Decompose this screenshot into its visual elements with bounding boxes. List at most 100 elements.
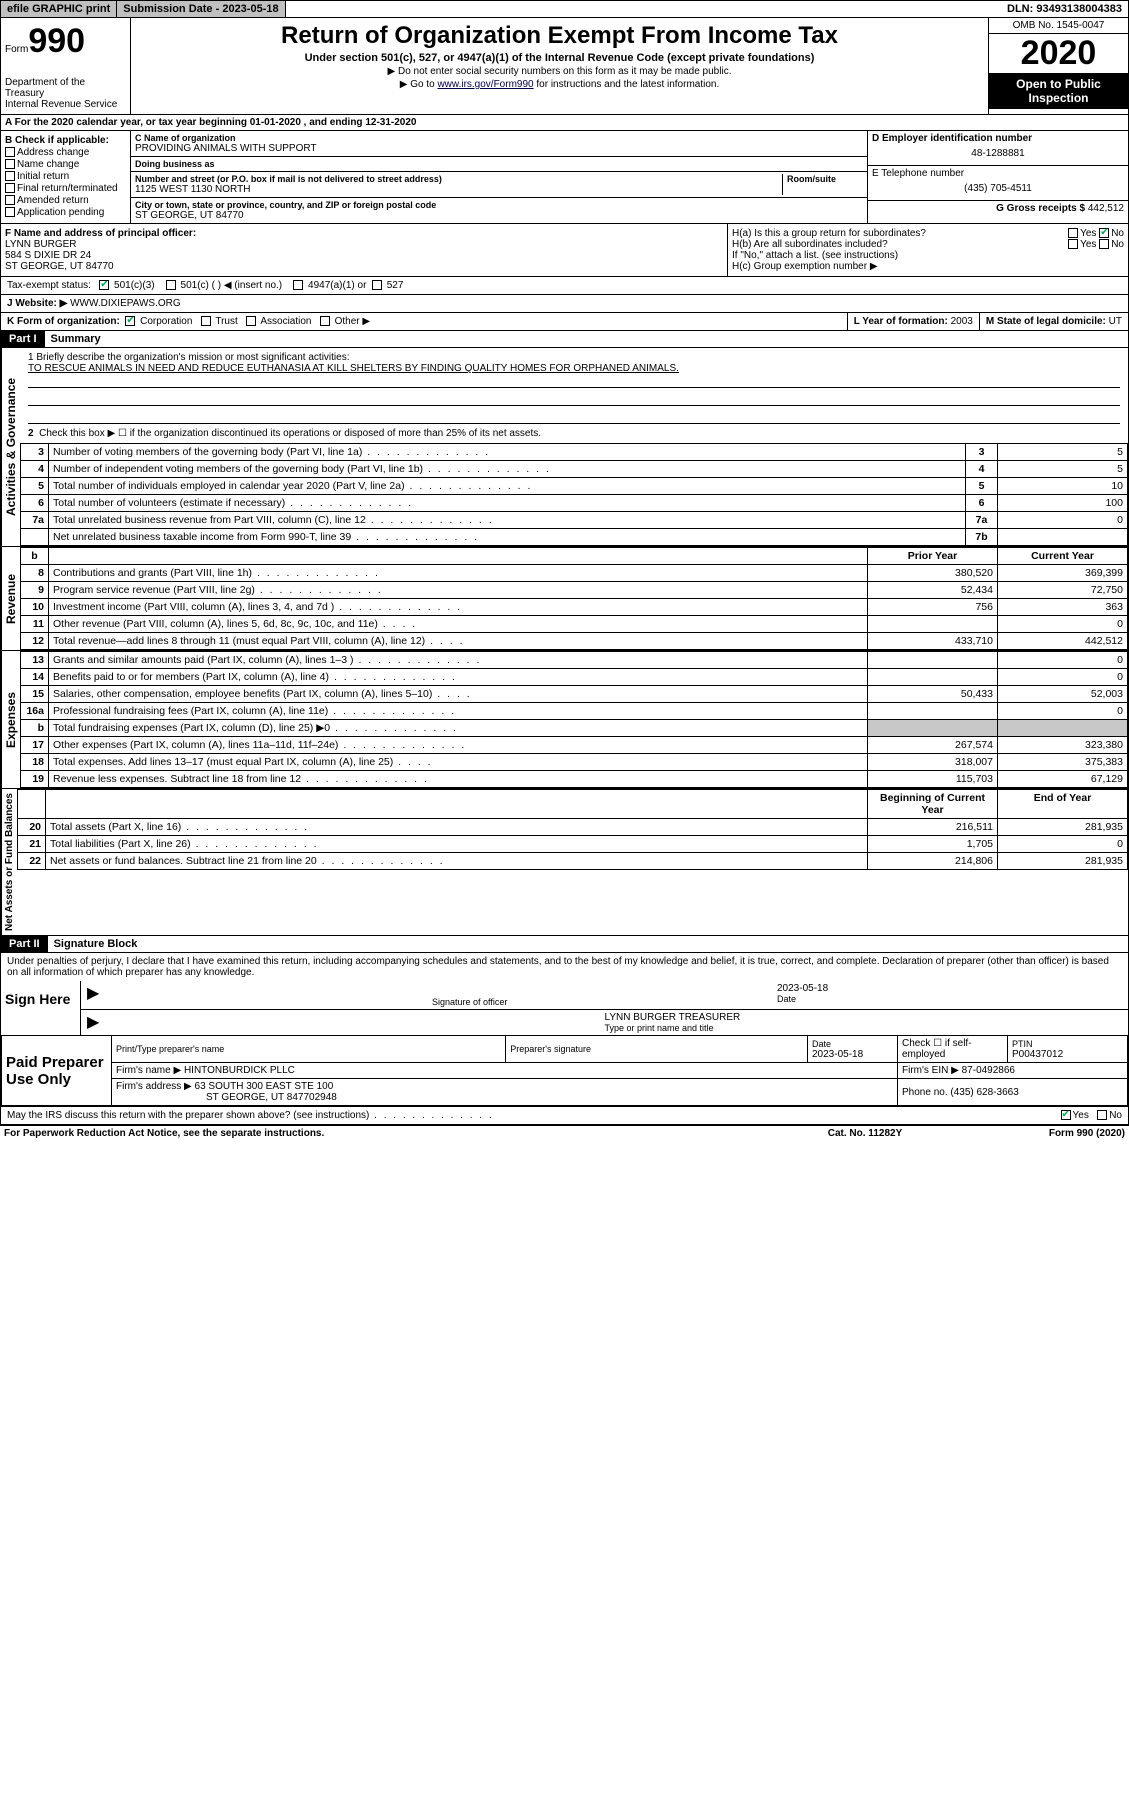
cb-trust[interactable] bbox=[201, 316, 211, 326]
line-current: 67,129 bbox=[998, 771, 1128, 788]
website-row: J Website: ▶ WWW.DIXIEPAWS.ORG bbox=[0, 295, 1129, 313]
hb-yes-checkbox[interactable] bbox=[1068, 239, 1078, 249]
line-desc: Total number of individuals employed in … bbox=[49, 478, 966, 495]
form-990-number: 990 bbox=[28, 22, 85, 60]
line-prior: 756 bbox=[868, 599, 998, 616]
line-prior: 214,806 bbox=[868, 853, 998, 870]
perjury-declaration: Under penalties of perjury, I declare th… bbox=[1, 953, 1128, 981]
gross-receipts-row: G Gross receipts $ 442,512 bbox=[868, 201, 1128, 216]
group-return: H(a) Is this a group return for subordin… bbox=[728, 224, 1128, 276]
line-desc: Total fundraising expenses (Part IX, col… bbox=[49, 720, 868, 737]
ha-no-checkbox[interactable] bbox=[1099, 228, 1109, 238]
sign-here-label: Sign Here bbox=[1, 981, 81, 1035]
line-num: 4 bbox=[21, 461, 49, 478]
tax-year: 2020 bbox=[989, 34, 1128, 73]
firm-addr2: ST GEORGE, UT 847702948 bbox=[206, 1092, 337, 1103]
cb-501c3[interactable] bbox=[99, 280, 109, 290]
l-label: L Year of formation: bbox=[854, 316, 951, 327]
line-prior: 433,710 bbox=[868, 633, 998, 650]
irs-form990-link[interactable]: www.irs.gov/Form990 bbox=[437, 79, 533, 90]
line-num: 16a bbox=[21, 703, 49, 720]
cb-other[interactable] bbox=[320, 316, 330, 326]
cb-501c[interactable] bbox=[166, 280, 176, 290]
line-current: 363 bbox=[998, 599, 1128, 616]
public-inspection: Open to Public Inspection bbox=[989, 73, 1128, 109]
dln: DLN: 93493138004383 bbox=[1001, 1, 1128, 17]
org-name-row: C Name of organization PROVIDING ANIMALS… bbox=[131, 131, 867, 157]
line-current: 369,399 bbox=[998, 565, 1128, 582]
ptin-value: P00437012 bbox=[1012, 1049, 1123, 1060]
line-prior: 216,511 bbox=[868, 819, 998, 836]
line-current: 0 bbox=[998, 669, 1128, 686]
hb-no-checkbox[interactable] bbox=[1099, 239, 1109, 249]
line2-text: Check this box ▶ ☐ if the organization d… bbox=[39, 428, 541, 439]
line-desc: Program service revenue (Part VIII, line… bbox=[49, 582, 868, 599]
gross-receipts-label: G Gross receipts $ bbox=[996, 203, 1088, 214]
cb-association[interactable] bbox=[246, 316, 256, 326]
cb-final-return[interactable]: Final return/terminated bbox=[5, 183, 126, 194]
mission-section: 1 Briefly describe the organization's mi… bbox=[20, 348, 1128, 443]
cb-527[interactable] bbox=[372, 280, 382, 290]
arrow-icon: ▶ bbox=[87, 983, 432, 1007]
discuss-no-checkbox[interactable] bbox=[1097, 1110, 1107, 1120]
vert-governance: Activities & Governance bbox=[1, 348, 20, 546]
k-label: K Form of organization: bbox=[7, 316, 120, 327]
cb-initial-return[interactable]: Initial return bbox=[5, 171, 126, 182]
yes-label: Yes bbox=[1080, 228, 1096, 239]
part1-badge: Part I bbox=[1, 331, 45, 347]
opt-501c: 501(c) ( ) ◀ (insert no.) bbox=[181, 280, 283, 291]
dln-value: 93493138004383 bbox=[1036, 3, 1122, 15]
no-label: No bbox=[1109, 1110, 1122, 1121]
dba-row: Doing business as bbox=[131, 157, 867, 172]
cb-amended-return[interactable]: Amended return bbox=[5, 195, 126, 206]
line-desc: Other revenue (Part VIII, column (A), li… bbox=[49, 616, 868, 633]
street-label: Number and street (or P.O. box if mail i… bbox=[135, 174, 778, 184]
sig-type-label: Type or print name and title bbox=[605, 1023, 1123, 1033]
col-hdr-curr: Current Year bbox=[998, 548, 1128, 565]
cb-corporation[interactable] bbox=[125, 316, 135, 326]
website-label: J Website: ▶ bbox=[7, 298, 70, 309]
cb-app-pending[interactable]: Application pending bbox=[5, 207, 126, 218]
no-label: No bbox=[1111, 228, 1124, 239]
footer-catno: Cat. No. 11282Y bbox=[765, 1128, 965, 1139]
l-year: L Year of formation: 2003 bbox=[848, 313, 980, 330]
line-desc: Revenue less expenses. Subtract line 18 … bbox=[49, 771, 868, 788]
governance-table: 3 Number of voting members of the govern… bbox=[20, 443, 1128, 546]
expenses-table: 13 Grants and similar amounts paid (Part… bbox=[20, 651, 1128, 788]
discuss-yes-checkbox[interactable] bbox=[1061, 1110, 1071, 1120]
yes-label: Yes bbox=[1080, 239, 1096, 250]
col-hdr-prior: Prior Year bbox=[868, 548, 998, 565]
prep-date: 2023-05-18 bbox=[812, 1049, 893, 1060]
line-num: 14 bbox=[21, 669, 49, 686]
firm-addr1: 63 SOUTH 300 EAST STE 100 bbox=[195, 1081, 334, 1092]
line-current: 375,383 bbox=[998, 754, 1128, 771]
opt-527: 527 bbox=[387, 280, 404, 291]
submission-date-button[interactable]: Submission Date - 2023-05-18 bbox=[117, 1, 285, 17]
city-value: ST GEORGE, UT 84770 bbox=[135, 210, 863, 221]
street-value: 1125 WEST 1130 NORTH bbox=[135, 184, 778, 195]
cb-address-change[interactable]: Address change bbox=[5, 147, 126, 158]
line-num: 7a bbox=[21, 512, 49, 529]
line-desc: Other expenses (Part IX, column (A), lin… bbox=[49, 737, 868, 754]
line-prior bbox=[868, 669, 998, 686]
cb-4947[interactable] bbox=[293, 280, 303, 290]
line-num: 10 bbox=[21, 599, 49, 616]
officer-addr1: 584 S DIXIE DR 24 bbox=[5, 250, 723, 261]
ha-yes-checkbox[interactable] bbox=[1068, 228, 1078, 238]
line-box: 3 bbox=[966, 444, 998, 461]
line-box: 5 bbox=[966, 478, 998, 495]
dba-label: Doing business as bbox=[135, 159, 863, 169]
hb-label: H(b) Are all subordinates included? bbox=[732, 239, 888, 250]
line-num: 17 bbox=[21, 737, 49, 754]
efile-print-button[interactable]: efile GRAPHIC print bbox=[1, 1, 117, 17]
line-current: 281,935 bbox=[998, 819, 1128, 836]
dln-label: DLN: bbox=[1007, 3, 1036, 15]
revenue-block: Revenue b Prior Year Current Year8 Contr… bbox=[0, 547, 1129, 651]
line-current: 0 bbox=[998, 836, 1128, 853]
line-desc: Total revenue—add lines 8 through 11 (mu… bbox=[49, 633, 868, 650]
goto-pre: ▶ Go to bbox=[400, 79, 438, 90]
sig-officer-label: Signature of officer bbox=[432, 997, 777, 1007]
line-value: 5 bbox=[998, 461, 1128, 478]
submission-date-label: Submission Date - bbox=[123, 3, 222, 15]
cb-name-change[interactable]: Name change bbox=[5, 159, 126, 170]
